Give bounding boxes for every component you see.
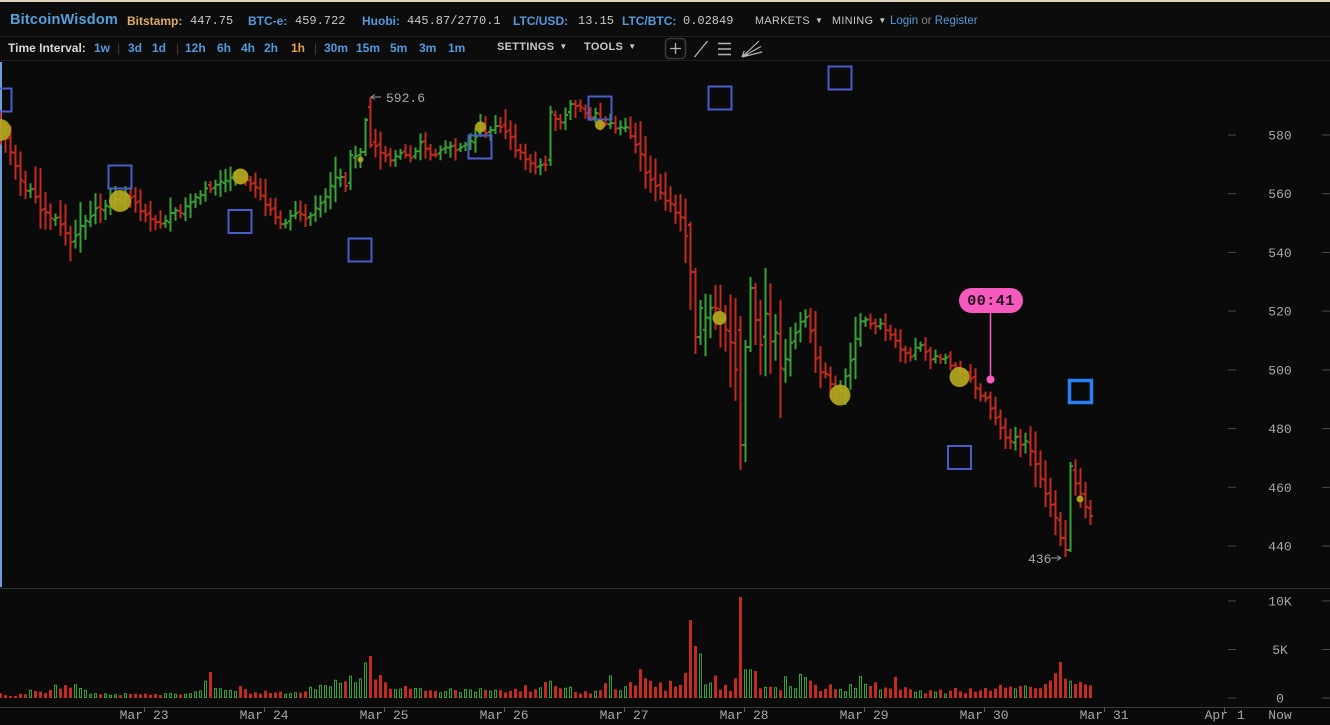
svg-text:5K: 5K [1272, 643, 1288, 658]
svg-text:28: 28 [753, 708, 769, 723]
svg-text:Mar: Mar [240, 708, 263, 723]
svg-text:Mar: Mar [360, 708, 383, 723]
svg-text:540: 540 [1268, 246, 1291, 261]
svg-text:25: 25 [393, 708, 409, 723]
svg-text:27: 27 [633, 708, 649, 723]
svg-text:0: 0 [1276, 692, 1284, 707]
svg-text:520: 520 [1268, 305, 1291, 320]
svg-text:Mar: Mar [960, 708, 983, 723]
svg-text:Mar: Mar [840, 708, 863, 723]
svg-text:480: 480 [1268, 422, 1291, 437]
svg-text:580: 580 [1268, 129, 1291, 144]
svg-text:592.6: 592.6 [386, 91, 425, 106]
svg-text:Mar: Mar [720, 708, 743, 723]
svg-text:23: 23 [153, 708, 169, 723]
svg-text:31: 31 [1113, 708, 1129, 723]
svg-text:Now: Now [1268, 708, 1292, 723]
svg-text:00:41: 00:41 [967, 293, 1015, 310]
svg-text:436: 436 [1028, 552, 1051, 567]
svg-text:1: 1 [1237, 708, 1245, 723]
svg-text:24: 24 [273, 708, 289, 723]
svg-text:10K: 10K [1268, 594, 1292, 609]
svg-text:460: 460 [1268, 481, 1291, 496]
svg-text:26: 26 [513, 708, 529, 723]
svg-text:Mar: Mar [120, 708, 143, 723]
svg-text:Mar: Mar [480, 708, 503, 723]
svg-text:29: 29 [873, 708, 889, 723]
svg-text:500: 500 [1268, 363, 1291, 378]
svg-text:Mar: Mar [600, 708, 623, 723]
svg-text:Mar: Mar [1080, 708, 1103, 723]
svg-text:Apr: Apr [1205, 708, 1228, 723]
svg-text:560: 560 [1268, 187, 1291, 202]
svg-text:440: 440 [1268, 540, 1291, 555]
svg-text:30: 30 [993, 708, 1009, 723]
